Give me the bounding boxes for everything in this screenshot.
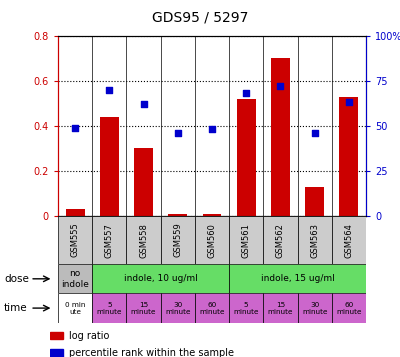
Point — [174, 130, 181, 136]
Bar — [92, 216, 126, 264]
Bar — [100, 117, 119, 216]
Point — [243, 91, 250, 96]
Bar — [195, 293, 229, 323]
Text: no
indole: no indole — [61, 269, 89, 288]
Point — [312, 130, 318, 136]
Text: 15
minute: 15 minute — [268, 302, 293, 315]
Text: GSM561: GSM561 — [242, 223, 251, 257]
Bar — [340, 96, 358, 216]
Text: 30
minute: 30 minute — [302, 302, 328, 315]
Text: percentile rank within the sample: percentile rank within the sample — [69, 348, 234, 357]
Bar — [161, 293, 195, 323]
Text: GSM559: GSM559 — [173, 223, 182, 257]
Bar — [126, 293, 161, 323]
Bar — [126, 216, 161, 264]
Bar — [50, 332, 63, 340]
Text: 60
minute: 60 minute — [199, 302, 225, 315]
Text: indole, 10 ug/ml: indole, 10 ug/ml — [124, 274, 198, 283]
Bar — [58, 293, 92, 323]
Bar — [58, 216, 92, 264]
Text: 60
minute: 60 minute — [336, 302, 362, 315]
Bar — [229, 264, 366, 293]
Text: 15
minute: 15 minute — [131, 302, 156, 315]
Point — [140, 101, 147, 107]
Text: log ratio: log ratio — [69, 331, 109, 341]
Text: time: time — [4, 303, 28, 313]
Bar — [332, 216, 366, 264]
Point — [277, 83, 284, 89]
Bar — [229, 216, 263, 264]
Text: 30
minute: 30 minute — [165, 302, 190, 315]
Text: 0 min
ute: 0 min ute — [65, 302, 85, 315]
Bar — [195, 216, 229, 264]
Bar — [332, 293, 366, 323]
Bar — [298, 216, 332, 264]
Bar — [237, 99, 256, 216]
Text: 5
minute: 5 minute — [96, 302, 122, 315]
Point — [209, 127, 215, 132]
Bar — [263, 216, 298, 264]
Point — [346, 100, 352, 105]
Text: GSM555: GSM555 — [71, 223, 80, 257]
Text: GSM558: GSM558 — [139, 223, 148, 257]
Text: GSM563: GSM563 — [310, 222, 319, 258]
Text: GSM557: GSM557 — [105, 223, 114, 257]
Bar — [263, 293, 298, 323]
Text: GDS95 / 5297: GDS95 / 5297 — [152, 11, 248, 25]
Bar — [161, 216, 195, 264]
Bar — [92, 293, 126, 323]
Bar — [50, 349, 63, 357]
Bar — [58, 264, 92, 293]
Bar — [298, 293, 332, 323]
Bar — [168, 214, 187, 216]
Bar — [202, 214, 222, 216]
Bar — [229, 293, 263, 323]
Bar — [271, 58, 290, 216]
Bar — [134, 149, 153, 216]
Bar — [92, 264, 229, 293]
Point — [106, 87, 112, 93]
Bar — [305, 187, 324, 216]
Text: indole, 15 ug/ml: indole, 15 ug/ml — [261, 274, 334, 283]
Text: GSM564: GSM564 — [344, 223, 353, 257]
Text: 5
minute: 5 minute — [234, 302, 259, 315]
Point — [72, 125, 78, 131]
Text: GSM562: GSM562 — [276, 223, 285, 257]
Bar — [66, 209, 84, 216]
Text: GSM560: GSM560 — [208, 223, 216, 257]
Text: dose: dose — [4, 274, 29, 284]
